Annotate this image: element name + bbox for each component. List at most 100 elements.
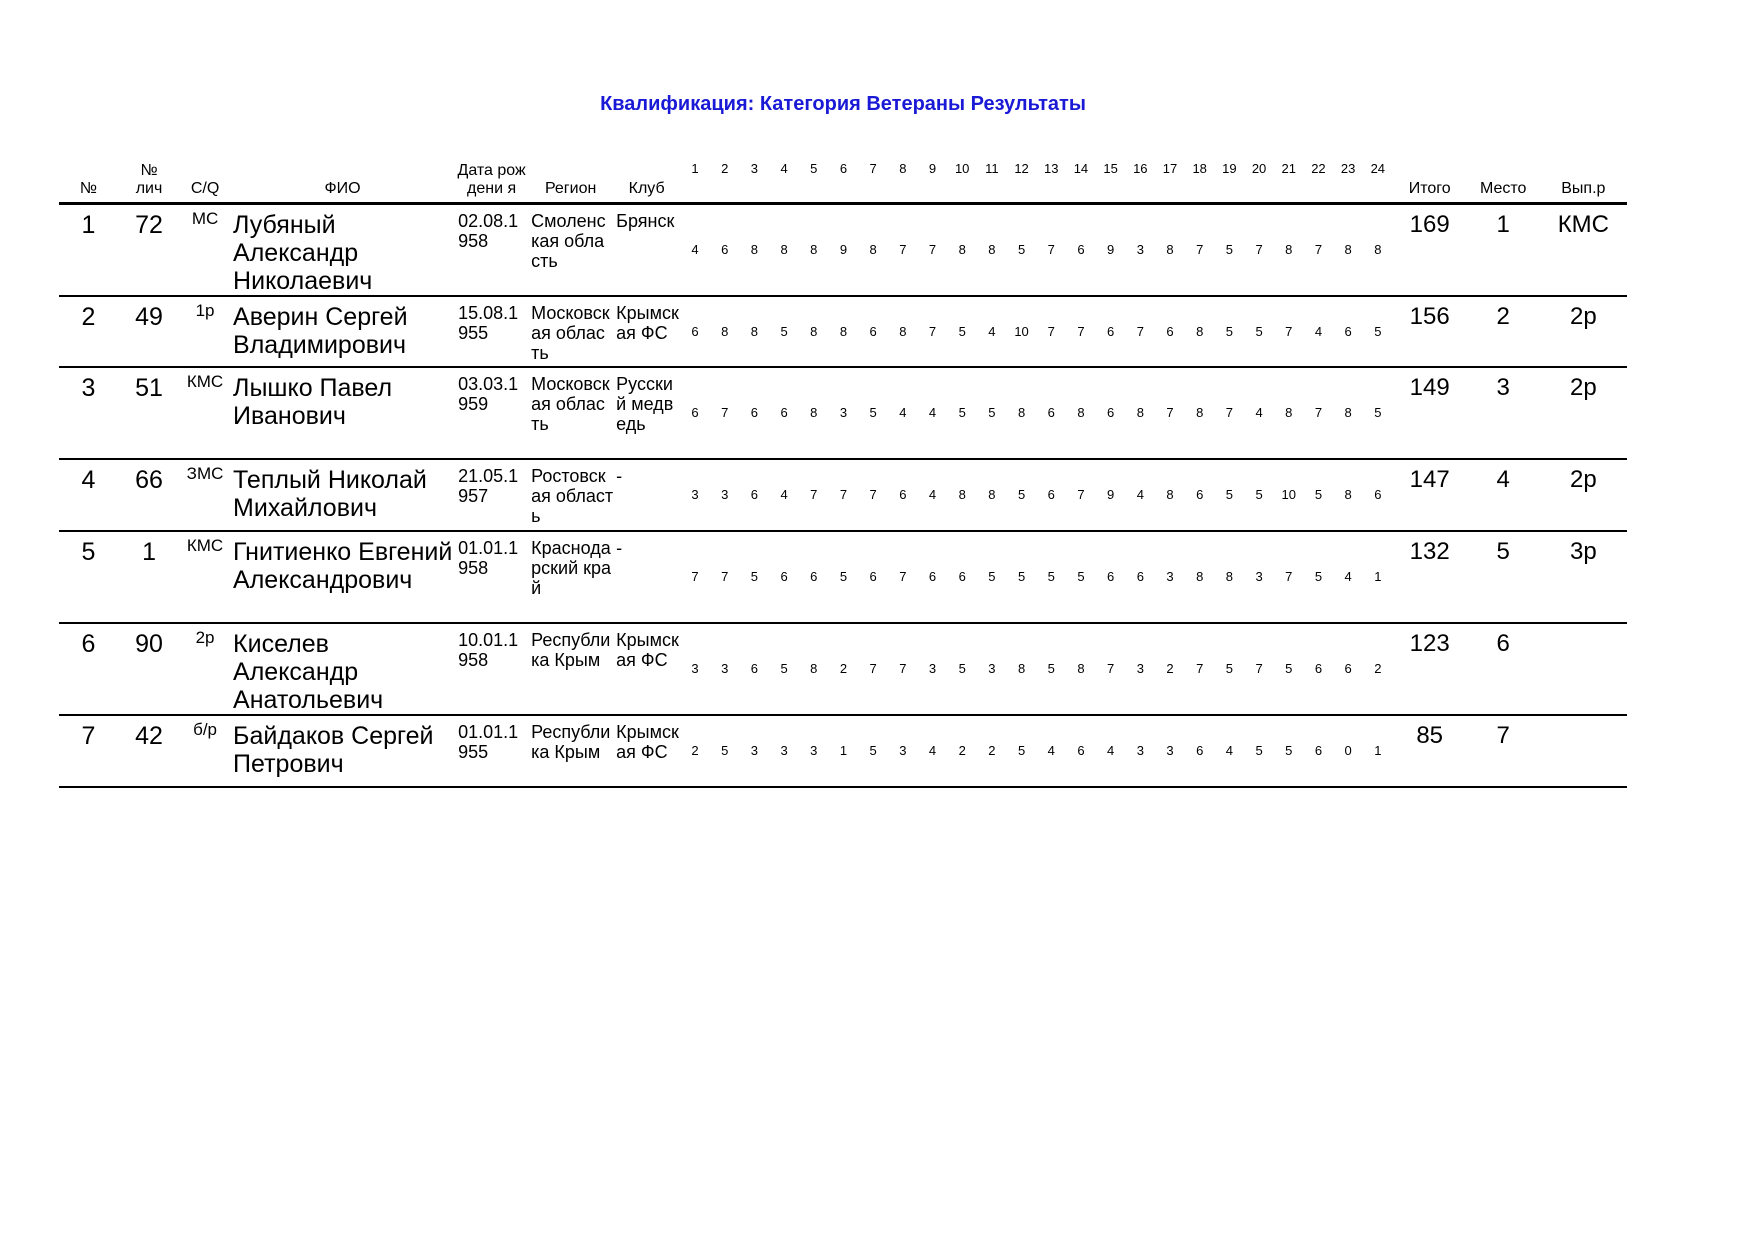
region: Московская область <box>528 295 614 368</box>
region: Краснодарский край <box>528 530 614 624</box>
header-region: Регион <box>528 140 614 205</box>
header-round: 19 <box>1214 140 1245 205</box>
round-score: 7 <box>1066 295 1096 368</box>
round-score: 6 <box>739 458 770 532</box>
round-score: 3 <box>1125 622 1156 716</box>
round-score: 8 <box>1125 366 1156 460</box>
birth-date: 02.08.1958 <box>455 203 529 297</box>
round-score: 5 <box>1214 295 1245 368</box>
table-row: 3 51 КМС Лышко Павел Иванович 03.03.1959 Моск… <box>59 366 1627 460</box>
place: 3 <box>1466 366 1540 460</box>
rank-achieved: 3р <box>1539 530 1627 624</box>
round-score: 7 <box>1214 366 1245 460</box>
round-score: 7 <box>1155 366 1185 460</box>
round-score: 3 <box>1155 530 1185 624</box>
round-score: 7 <box>709 530 740 624</box>
round-score: 7 <box>1244 203 1274 297</box>
round-score: 6 <box>1095 295 1126 368</box>
birth-date: 15.08.1955 <box>455 295 529 368</box>
round-score: 5 <box>858 366 888 460</box>
round-score: 8 <box>947 203 978 297</box>
round-score: 2 <box>1362 622 1393 716</box>
round-score: 2 <box>828 622 859 716</box>
round-score: 8 <box>1184 295 1215 368</box>
row-number: 1 <box>59 203 119 297</box>
round-score: 6 <box>1303 714 1334 788</box>
round-score: 5 <box>947 366 978 460</box>
round-score: 7 <box>887 530 918 624</box>
round-score: 5 <box>1036 622 1067 716</box>
round-score: 5 <box>858 714 888 788</box>
place: 7 <box>1466 714 1540 788</box>
region: Республика Крым <box>528 714 614 788</box>
round-score: 5 <box>1214 203 1245 297</box>
round-score: 6 <box>798 530 829 624</box>
round-score: 4 <box>1095 714 1126 788</box>
round-score: 8 <box>1184 530 1215 624</box>
round-score: 5 <box>1362 366 1393 460</box>
round-score: 6 <box>1333 622 1363 716</box>
round-score: 7 <box>1273 530 1304 624</box>
round-score: 7 <box>828 458 859 532</box>
round-score: 5 <box>1036 530 1067 624</box>
round-score: 7 <box>1036 295 1067 368</box>
round-score: 6 <box>887 458 918 532</box>
qualification: ЗМС <box>180 458 231 532</box>
header-round: 3 <box>739 140 770 205</box>
place: 4 <box>1466 458 1540 532</box>
athlete-name: Байдаков Сергей Петрович <box>230 714 456 788</box>
header-round: 10 <box>947 140 978 205</box>
round-score: 7 <box>917 203 948 297</box>
table-row: 2 49 1р Аверин Сергей Владимирович 15.08.195… <box>59 295 1627 368</box>
round-score: 6 <box>1303 622 1334 716</box>
rank-achieved <box>1539 714 1627 788</box>
round-score: 8 <box>858 203 888 297</box>
row-number: 6 <box>59 622 119 716</box>
total-score: 169 <box>1392 203 1467 297</box>
header-round: 22 <box>1303 140 1334 205</box>
round-score: 6 <box>1036 458 1067 532</box>
round-score: 0 <box>1333 714 1363 788</box>
round-score: 5 <box>1006 458 1037 532</box>
round-score: 5 <box>1273 714 1304 788</box>
region: Республика Крым <box>528 622 614 716</box>
header-round: 6 <box>828 140 859 205</box>
header-round: 9 <box>917 140 948 205</box>
rank-achieved: КМС <box>1539 203 1627 297</box>
round-score: 7 <box>1303 203 1334 297</box>
header-dob: Дата рождени я <box>455 140 529 205</box>
round-score: 6 <box>1155 295 1185 368</box>
round-score: 5 <box>1006 714 1037 788</box>
round-score: 6 <box>680 295 710 368</box>
table-row: 4 66 ЗМС Теплый Николай Михайлович 21.05.195… <box>59 458 1627 532</box>
round-score: 1 <box>1362 714 1393 788</box>
place: 5 <box>1466 530 1540 624</box>
header-total: Итого <box>1392 140 1467 205</box>
round-score: 7 <box>798 458 829 532</box>
bib-number: 90 <box>118 622 181 716</box>
round-score: 5 <box>769 295 799 368</box>
round-score: 8 <box>1184 366 1215 460</box>
athlete-name: Теплый Николай Михайлович <box>230 458 456 532</box>
birth-date: 01.01.1958 <box>455 530 529 624</box>
round-score: 5 <box>709 714 740 788</box>
round-score: 5 <box>769 622 799 716</box>
athlete-name: Гнитиенко Евгений Александрович <box>230 530 456 624</box>
round-score: 5 <box>1362 295 1393 368</box>
place: 6 <box>1466 622 1540 716</box>
round-score: 4 <box>1036 714 1067 788</box>
header-round: 7 <box>858 140 888 205</box>
header-round: 23 <box>1333 140 1363 205</box>
round-score: 9 <box>828 203 859 297</box>
club: Крымская ФС <box>613 295 681 368</box>
results-table: № № лич C/Q ФИО Дата рождени я Регион Кл… <box>59 140 1627 788</box>
round-score: 8 <box>709 295 740 368</box>
round-score: 6 <box>1066 714 1096 788</box>
club: - <box>613 530 681 624</box>
round-score: 8 <box>769 203 799 297</box>
qualification: КМС <box>180 530 231 624</box>
round-score: 6 <box>1095 366 1126 460</box>
header-round: 21 <box>1273 140 1304 205</box>
round-score: 4 <box>917 366 948 460</box>
round-score: 8 <box>1333 458 1363 532</box>
